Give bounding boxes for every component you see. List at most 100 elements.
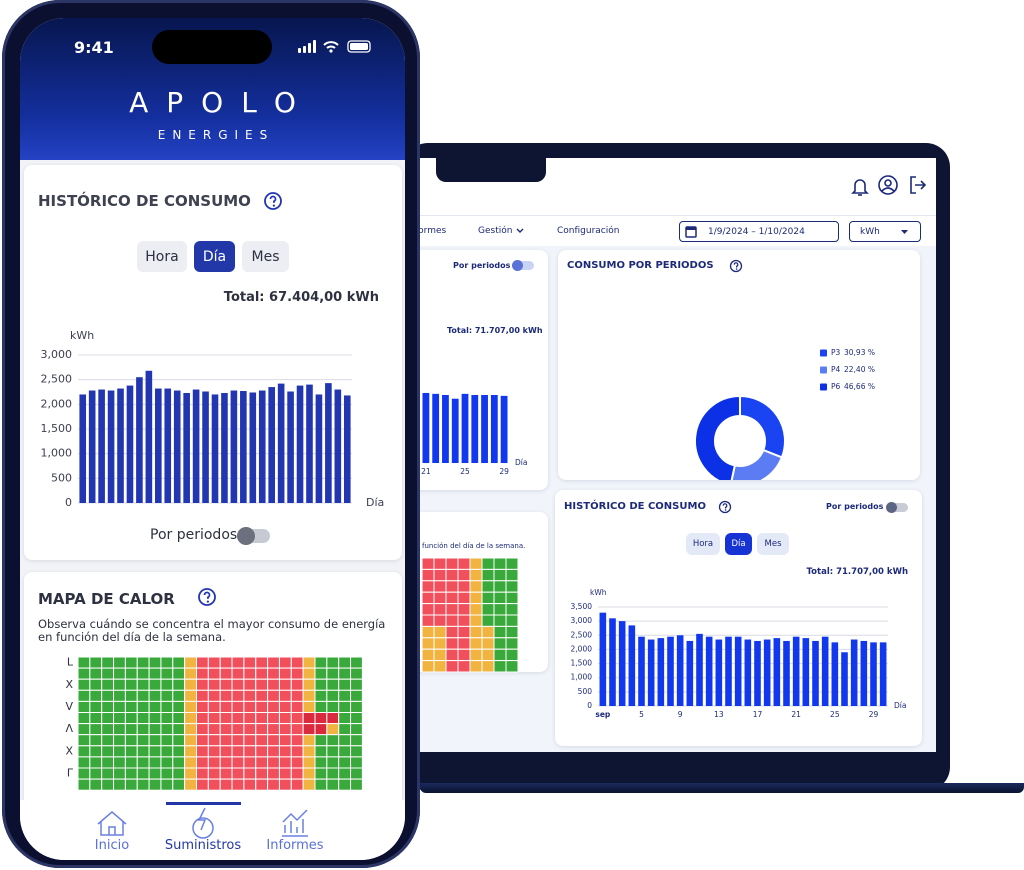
heatmap-cell [278, 667, 292, 680]
heatmap-cell [160, 745, 174, 758]
heatmap-cell [326, 756, 340, 769]
heatmap-cell [445, 625, 459, 639]
heatmap-cell [89, 778, 103, 791]
heatmap-cell [89, 756, 103, 769]
heatmap-cell [148, 734, 162, 747]
heatmap-cell [433, 603, 447, 616]
heatmap-cell [113, 723, 126, 736]
nav-item[interactable]: Inicio [94, 838, 130, 853]
heatmap-cell [421, 648, 435, 662]
heatmap-cell [196, 745, 209, 758]
heatmap-cell [278, 700, 292, 714]
heatmap-cell [243, 767, 257, 780]
bar [676, 635, 684, 706]
heatmap-cell [184, 778, 197, 791]
heatmap-cell [101, 656, 115, 669]
heatmap-cell [267, 712, 280, 725]
bar [471, 395, 479, 463]
menu-item[interactable]: formes [418, 226, 447, 236]
bar [647, 639, 655, 706]
menu-item[interactable]: Gestión [478, 226, 524, 236]
heatmap-cell [457, 603, 471, 616]
unit-select-text: kWh [860, 226, 880, 237]
tab-button[interactable]: Hora [686, 533, 720, 555]
heatmap-cell [493, 625, 507, 639]
date-range-picker[interactable]: 1/9/2024 – 1/10/2024 [679, 221, 839, 242]
heatmap-cell [172, 712, 186, 725]
heatmap-cell [243, 723, 257, 736]
x-tick-label: 21 [791, 710, 801, 719]
bar [98, 389, 105, 503]
y-tick-label: 1,000 [571, 673, 593, 682]
heatmap-cell [481, 625, 495, 639]
bell-icon[interactable] [851, 179, 869, 196]
bar [173, 390, 181, 503]
x-tick-label: 17 [753, 710, 763, 719]
heatmap-cell [172, 700, 186, 714]
heatmap-cell [338, 700, 352, 714]
bar [451, 398, 459, 463]
heatmap-cell [243, 678, 257, 691]
bar [164, 388, 172, 503]
heatmap-cell [207, 712, 221, 725]
camera-notch [436, 158, 546, 182]
toggle-knob [237, 527, 255, 545]
heatmap-cell [421, 603, 435, 616]
heatmap-cell [505, 580, 519, 593]
bar [107, 390, 115, 503]
heatmap-cell [101, 767, 115, 780]
heatmap-cell [148, 700, 162, 714]
heatmap-cell [314, 756, 328, 769]
heatmap-cell [445, 591, 459, 605]
logout-icon[interactable] [910, 176, 927, 194]
x-axis-label: Día [515, 458, 527, 467]
bar [221, 392, 228, 503]
nav-item[interactable]: Informes [266, 838, 324, 853]
bar [258, 390, 266, 503]
tab-button[interactable]: Hora [137, 241, 187, 272]
tab-button[interactable]: Mes [757, 533, 789, 555]
heatmap-cell [196, 734, 209, 747]
heatmap-cell [350, 723, 363, 736]
toggle[interactable] [512, 260, 534, 271]
help-icon[interactable] [263, 191, 283, 211]
nav-item[interactable]: Suministros [164, 838, 242, 853]
heatmap-cell [457, 557, 471, 570]
menu-item[interactable]: Configuración [557, 226, 620, 236]
heatmap-cell [505, 591, 519, 605]
heatmap-cell [314, 767, 328, 780]
heatmap-cell [290, 778, 304, 791]
tab-button[interactable]: Mes [242, 241, 289, 272]
heatmap-cell [136, 734, 150, 747]
heatmap-cell [184, 700, 197, 714]
help-icon[interactable] [718, 500, 732, 514]
bar [306, 384, 313, 503]
heatmap-cell [445, 580, 459, 593]
help-icon[interactable] [197, 587, 217, 607]
toggle[interactable] [237, 527, 270, 545]
heatmap-cell [267, 700, 280, 714]
heatmap-cell [172, 778, 186, 791]
date-range-text: 1/9/2024 – 1/10/2024 [708, 226, 805, 237]
unit-select[interactable]: kWh [849, 221, 921, 242]
heatmap-cell [469, 648, 483, 662]
heatmap-cell [243, 734, 257, 747]
tab-button[interactable]: Día [194, 241, 235, 272]
tab-button[interactable]: Día [725, 533, 752, 555]
user-icon[interactable] [878, 175, 898, 195]
heatmap-cell [493, 614, 507, 627]
heatmap-cell [290, 712, 304, 725]
heatmap-cell [89, 678, 103, 691]
heatmap-cell [255, 656, 269, 669]
heatmap-cell [469, 568, 483, 582]
heatmap-cell [278, 656, 292, 669]
donut-chart: P3 30,93 %P4 22,40 %P6 46,66 % [694, 348, 875, 480]
toggle[interactable] [886, 502, 908, 513]
heatmap-cell [314, 778, 328, 791]
heatmap-cell [505, 568, 519, 582]
heatmap-cell [196, 700, 209, 714]
help-icon[interactable] [729, 259, 743, 273]
heatmap-cell [267, 734, 280, 747]
heatmap-cell [255, 756, 269, 769]
